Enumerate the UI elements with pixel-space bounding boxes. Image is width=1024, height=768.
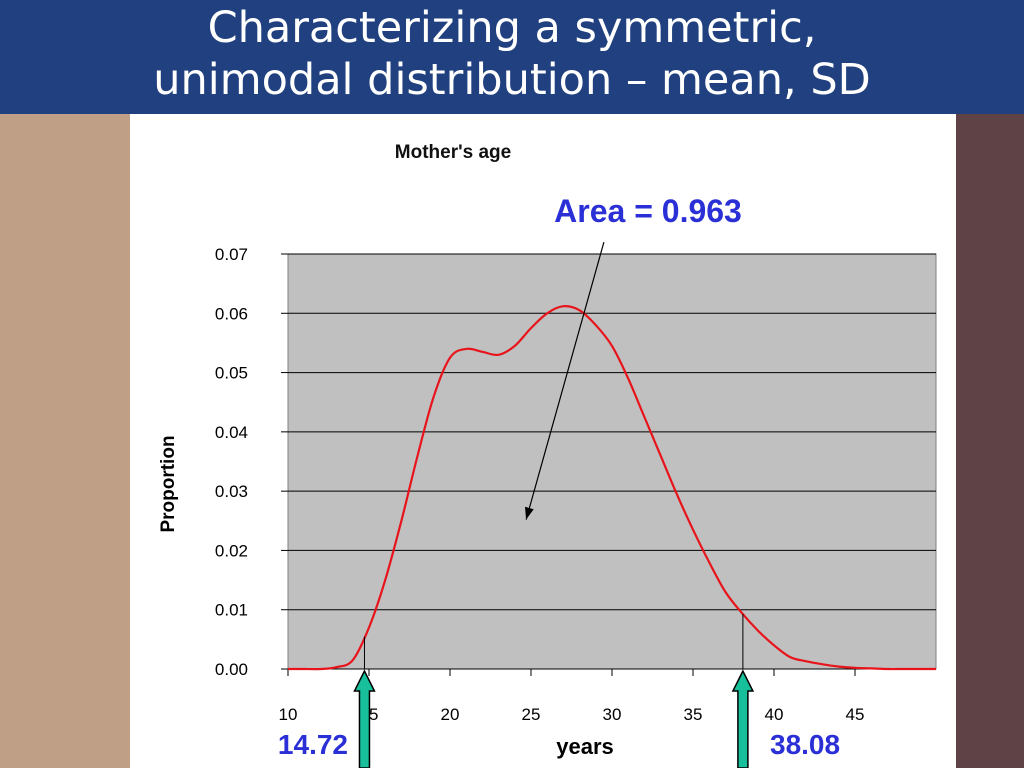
y-tick-label: 0.06 bbox=[215, 304, 248, 323]
y-tick-label: 0.05 bbox=[215, 364, 248, 383]
x-tick-label: 40 bbox=[765, 705, 784, 724]
y-tick-label: 0.00 bbox=[215, 660, 248, 679]
density-curve bbox=[288, 305, 936, 671]
area-pointer-head bbox=[525, 506, 534, 520]
y-tick-label: 0.03 bbox=[215, 482, 248, 501]
right-decor-band bbox=[956, 114, 1024, 768]
x-tick-label: 35 bbox=[684, 705, 703, 724]
title-bar: Characterizing a symmetric, unimodal dis… bbox=[0, 0, 1024, 114]
upper-bound-label: 38.08 bbox=[770, 729, 840, 760]
chart-panel: Mother's age 0.00 0.01 0.02 0.03 0.04 0.05 0.06… bbox=[130, 114, 956, 768]
x-axis-label: years bbox=[556, 734, 614, 759]
y-tick-label: 0.04 bbox=[215, 423, 248, 442]
area-label: Area = 0.963 bbox=[554, 193, 742, 229]
area-pointer-line bbox=[525, 241, 605, 520]
chart-title: Mother's age bbox=[395, 142, 511, 163]
x-tick-label: 20 bbox=[441, 705, 460, 724]
x-tick-label: 10 bbox=[279, 705, 298, 724]
y-tick-label: 0.07 bbox=[215, 245, 248, 264]
lower-bound-label: 14.72 bbox=[278, 729, 348, 760]
slide-title: Characterizing a symmetric, unimodal dis… bbox=[153, 3, 871, 105]
mothers-age-chart: Mother's age 0.00 0.01 0.02 0.03 0.04 0.05 0.06… bbox=[158, 142, 937, 768]
plot-area bbox=[287, 253, 937, 670]
x-tick-label: 45 bbox=[846, 705, 865, 724]
y-tick-label: 0.02 bbox=[215, 541, 248, 560]
x-tick-label: 30 bbox=[603, 705, 622, 724]
lower-bound-arrow bbox=[353, 669, 376, 768]
upper-bound-arrow bbox=[731, 669, 755, 768]
y-tick-label: 0.01 bbox=[215, 601, 248, 620]
left-decor-band bbox=[0, 114, 130, 768]
x-tick-label: 25 bbox=[522, 705, 541, 724]
y-axis-label: Proportion bbox=[158, 435, 179, 532]
